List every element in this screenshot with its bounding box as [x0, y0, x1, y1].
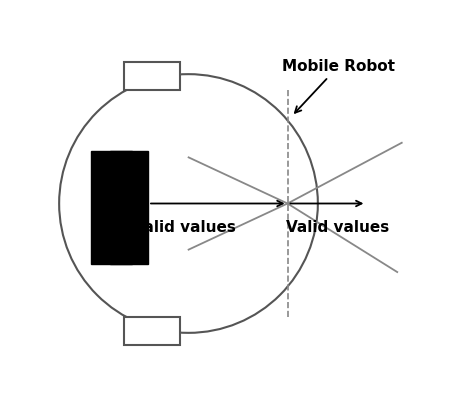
Bar: [109, 244, 132, 264]
Text: Invalid values: Invalid values: [117, 220, 236, 235]
Circle shape: [59, 74, 318, 333]
Bar: [109, 151, 132, 171]
Text: Valid values: Valid values: [286, 220, 390, 235]
Bar: [91, 151, 148, 264]
Bar: [124, 317, 181, 345]
Text: Mobile Robot: Mobile Robot: [282, 59, 394, 113]
Bar: [124, 62, 181, 90]
